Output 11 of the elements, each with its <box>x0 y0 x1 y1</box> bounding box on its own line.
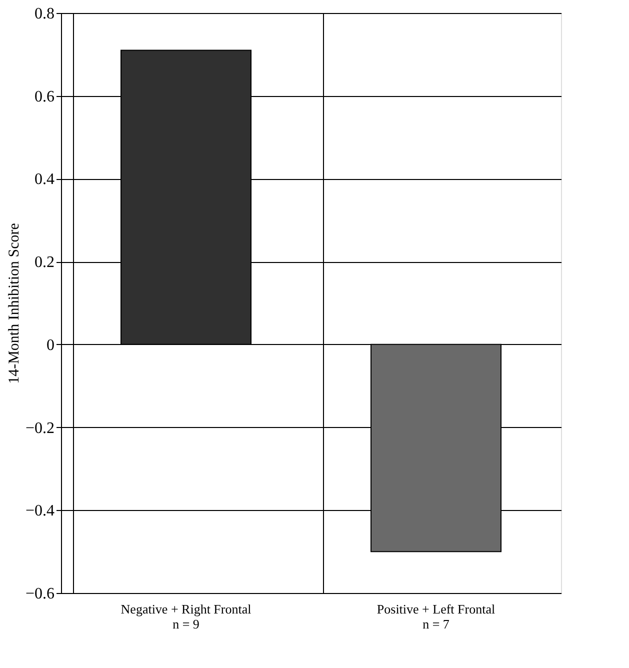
y-tick-label: 0.2 <box>34 254 54 272</box>
y-tick-label: 0.8 <box>34 6 54 22</box>
y-tick-label: 0.6 <box>34 88 54 106</box>
y-tick-label: 0 <box>46 336 54 354</box>
y-tick-label: −0.6 <box>25 586 54 602</box>
y-tick-label: −0.4 <box>25 502 54 520</box>
x-tick-label: Negative + Right Frontal n = 9 <box>120 602 252 632</box>
y-tick-label: 0.4 <box>34 171 54 188</box>
y-axis-title: 14-Month Inhibition Score <box>6 222 22 384</box>
y-tick-label: −0.2 <box>25 420 54 437</box>
x-tick-label: Positive + Left Frontal n = 7 <box>376 602 496 632</box>
